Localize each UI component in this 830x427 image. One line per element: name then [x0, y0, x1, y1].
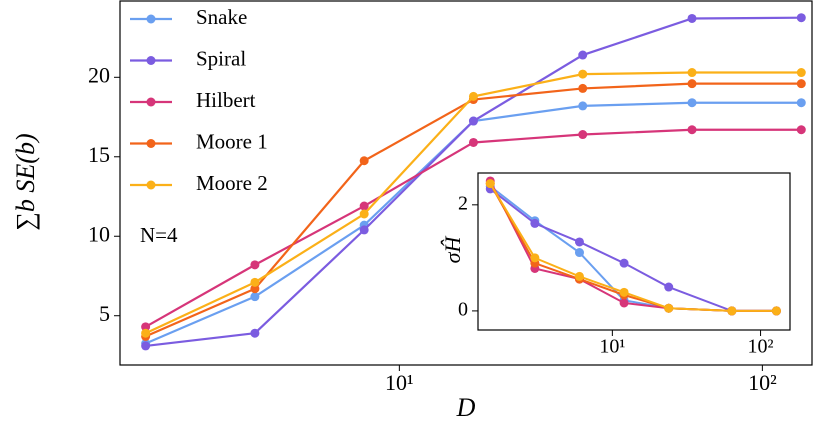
marker: [250, 292, 260, 302]
y-tick-label: 2: [458, 192, 468, 214]
marker: [141, 328, 151, 338]
marker: [468, 116, 478, 126]
marker: [250, 260, 260, 270]
legend-marker: [146, 180, 156, 190]
marker: [687, 13, 697, 23]
marker: [578, 130, 588, 140]
marker: [250, 277, 260, 287]
x-axis-label: D: [456, 393, 476, 422]
plot-area: [478, 173, 790, 330]
marker: [485, 179, 495, 189]
y-tick-label: 20: [88, 62, 110, 87]
marker: [574, 248, 584, 258]
plot-frame: [477, 172, 791, 331]
x-tick-label: 10²: [748, 336, 774, 358]
x-tick-label: 10¹: [599, 336, 625, 358]
marker: [250, 328, 260, 338]
marker: [141, 341, 151, 351]
marker: [727, 306, 737, 316]
marker: [359, 225, 369, 235]
marker: [664, 303, 674, 313]
marker: [771, 306, 781, 316]
marker: [687, 125, 697, 135]
y-axis-label: ∑b SE(b): [11, 133, 40, 230]
y-tick-label: 0: [458, 298, 468, 320]
marker: [141, 322, 151, 332]
legend-label: Snake: [196, 5, 247, 29]
y-tick-label: 15: [88, 142, 110, 167]
marker: [687, 79, 697, 89]
plot-frame: [119, 0, 813, 366]
marker: [250, 284, 260, 294]
marker: [796, 98, 806, 108]
marker: [687, 68, 697, 78]
legend-label: Hilbert: [196, 88, 256, 112]
marker: [359, 156, 369, 166]
x-tick-label: 10²: [748, 370, 777, 395]
marker: [619, 287, 629, 297]
marker: [796, 79, 806, 89]
marker: [574, 237, 584, 247]
marker: [796, 125, 806, 135]
marker: [687, 98, 697, 108]
legend-marker: [146, 97, 156, 107]
marker: [530, 253, 540, 263]
marker: [468, 137, 478, 147]
x-tick-label: 10¹: [385, 370, 414, 395]
legend-label: Spiral: [196, 46, 246, 70]
marker: [578, 50, 588, 60]
marker: [359, 209, 369, 219]
y-tick-label: 5: [99, 301, 110, 326]
legend-label: Moore 1: [196, 129, 268, 153]
legend-marker: [146, 14, 156, 24]
marker: [578, 83, 588, 93]
legend-marker: [146, 139, 156, 148]
marker: [574, 271, 584, 281]
marker: [664, 282, 674, 292]
marker: [359, 201, 369, 211]
legend-marker: [146, 56, 156, 65]
marker: [468, 91, 478, 101]
marker: [578, 101, 588, 111]
marker: [796, 68, 806, 78]
marker: [619, 298, 629, 308]
marker: [796, 13, 806, 23]
marker: [530, 218, 540, 228]
y-axis-label: σĤ: [440, 236, 465, 264]
annotation: N=4: [140, 223, 178, 247]
marker: [619, 258, 629, 268]
marker: [578, 69, 588, 79]
legend-label: Moore 2: [196, 171, 268, 195]
y-tick-label: 10: [88, 221, 110, 246]
